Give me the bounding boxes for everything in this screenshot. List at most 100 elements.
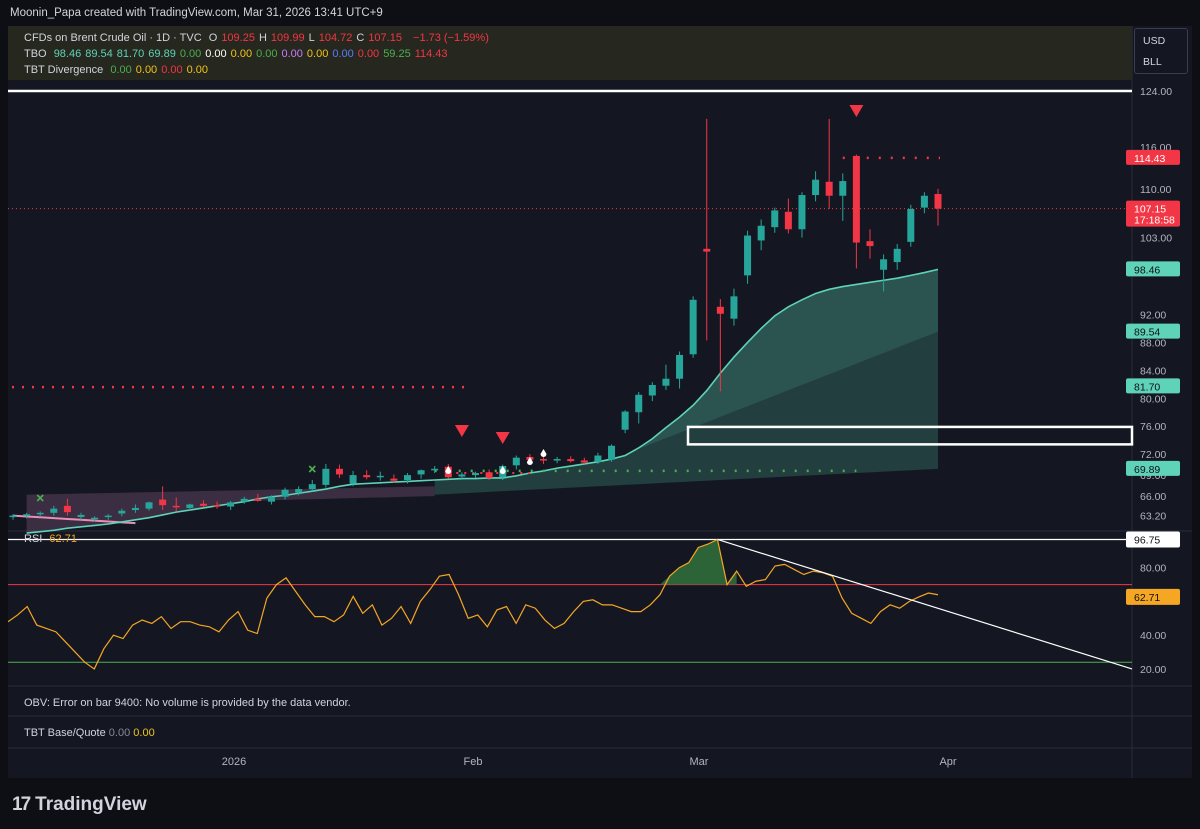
candle-body	[186, 504, 194, 508]
currency-unit-selector[interactable]: USD BLL	[1134, 28, 1188, 74]
candle-body	[118, 510, 126, 514]
chart-svg[interactable]: 124.00116.00110.00103.0092.0088.0084.008…	[8, 26, 1192, 778]
ohlc-value-o: 109.25	[221, 32, 255, 44]
rsi-tick-label: 20.00	[1140, 664, 1166, 676]
rsi-legend: RSI 62.71	[24, 533, 81, 545]
candle-body	[852, 155, 860, 243]
tradingview-mark-icon: 17	[12, 794, 31, 815]
candle-body	[771, 210, 779, 228]
currency-label: USD	[1143, 35, 1166, 47]
candle-body	[757, 225, 765, 241]
divergence-value: 0.00	[135, 64, 158, 76]
candle-body	[281, 489, 289, 497]
rsi-badge	[1126, 588, 1180, 605]
candle-body	[254, 498, 262, 501]
candle-body	[50, 508, 58, 513]
tbo-label: TBO	[24, 48, 47, 60]
rsi-badge-label: 62.71	[1134, 592, 1160, 604]
ohlc-label-o: O	[208, 32, 218, 44]
candle-body	[417, 470, 425, 475]
candle-body	[23, 514, 31, 516]
candle-body	[920, 195, 928, 208]
candle-body	[648, 385, 656, 396]
candle-body	[77, 514, 85, 518]
price-badge-label: 107.15	[1134, 204, 1166, 216]
price-badge-label: 89.54	[1134, 327, 1160, 339]
divergence-label: TBT Divergence	[24, 64, 104, 76]
candle-body	[145, 502, 153, 509]
candle-body	[199, 503, 207, 506]
tbo-value: 0.00	[306, 48, 329, 60]
candle-body	[866, 241, 874, 247]
tbo-value: 89.54	[85, 48, 113, 60]
bottom-bar: 17 TradingView	[0, 778, 1200, 829]
top-bar: Moonin_Papa created with TradingView.com…	[0, 0, 1200, 26]
rsi-trendline	[717, 538, 1133, 670]
price-tick-label: 66.00	[1140, 491, 1166, 503]
candle-body	[934, 194, 942, 209]
candle-body	[621, 411, 629, 430]
tbt-base-value-2: 0.00	[133, 727, 155, 739]
tbt-base-value-1: 0.00	[108, 727, 131, 739]
ohlc-values: O 109.25 H 109.99 L 104.72 C 107.15	[209, 32, 406, 44]
time-axis-label: Feb	[464, 756, 483, 768]
price-badge-label: 81.70	[1134, 381, 1160, 393]
rsi-badge-label: 96.75	[1134, 534, 1160, 546]
price-tick-label: 103.00	[1140, 233, 1172, 245]
tbo-cloud-green	[434, 269, 938, 495]
candle-body	[716, 306, 724, 314]
candle-body	[893, 248, 901, 263]
buy-cross-marker	[36, 494, 44, 502]
candle-body	[363, 475, 371, 478]
candle-body	[839, 181, 847, 196]
divergence-value: 0.00	[110, 64, 132, 76]
rsi-overbought-fill	[659, 539, 737, 585]
tradingview-logo[interactable]: 17 TradingView	[12, 794, 147, 816]
price-badge	[1126, 149, 1180, 165]
price-badge-label: 114.43	[1134, 153, 1165, 165]
candle-body	[540, 459, 548, 461]
sell-signal-marker	[454, 425, 469, 437]
time-axis-label: 2026	[222, 756, 246, 768]
tbo-value: 0.00	[256, 48, 278, 60]
candle-body	[458, 474, 466, 477]
rsi-line	[8, 538, 939, 670]
pink-moving-average	[12, 514, 136, 525]
tbo-band-upper	[625, 269, 938, 456]
price-tick-label: 92.00	[1140, 309, 1166, 321]
countdown-label: 17:18:58	[1134, 215, 1175, 227]
rsi-tick-label: 40.00	[1140, 630, 1166, 642]
symbol-legend: CFDs on Brent Crude Oil · 1D · TVC O 109.…	[24, 32, 493, 44]
candle-body	[240, 498, 248, 502]
ohlc-label-l: L	[308, 32, 315, 44]
tbo-value: 69.89	[148, 48, 176, 60]
price-badge	[1126, 323, 1180, 339]
candle-body	[36, 512, 44, 515]
price-badge	[1126, 261, 1180, 277]
candle-body	[594, 455, 602, 462]
tbt-base-label: TBT Base/Quote	[24, 727, 106, 739]
candle-body	[267, 496, 275, 502]
tbo-value: 0.00	[179, 48, 202, 60]
tbo-value: 0.00	[205, 48, 227, 60]
candle-body	[676, 354, 684, 379]
tbo-value: 0.00	[357, 48, 380, 60]
chart-area[interactable]: 124.00 116.00 110.00 103.00 92.00 88.00 84.00 8…	[8, 26, 1192, 778]
candle-body	[131, 507, 139, 511]
rsi-value: 62.71	[49, 533, 77, 545]
candle-body	[9, 515, 17, 518]
white-drop-marker	[540, 449, 547, 457]
candle-body	[553, 459, 561, 461]
credit-text: Moonin_Papa created with TradingView.com…	[10, 7, 383, 19]
candle-body	[349, 475, 357, 484]
sell-signal-marker	[849, 105, 864, 117]
candle-body	[159, 499, 167, 506]
tbo-value: 0.00	[332, 48, 354, 60]
obv-error-note: OBV: Error on bar 9400: No volume is pro…	[24, 697, 351, 709]
price-tick-label: 63.20	[1140, 511, 1166, 523]
candle-body	[689, 299, 697, 355]
price-badge	[1126, 378, 1180, 394]
price-tick-label: 80.00	[1140, 393, 1166, 405]
candle-body	[172, 505, 180, 508]
brand-name: TradingView	[35, 794, 147, 815]
